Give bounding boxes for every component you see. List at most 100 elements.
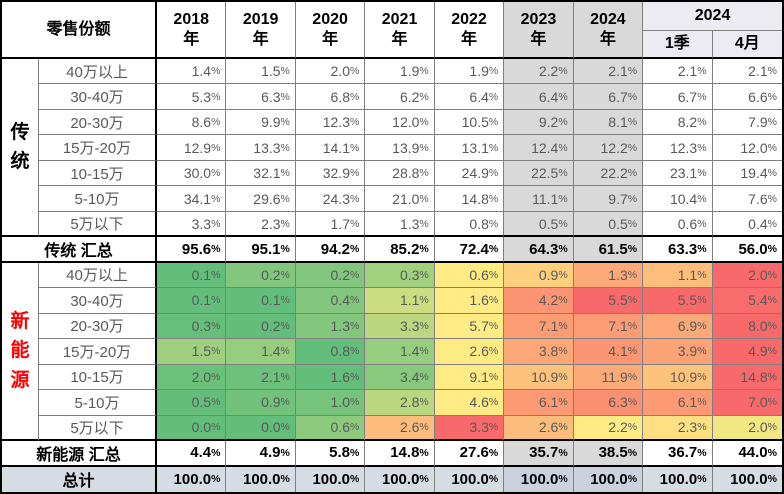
share-cell: 2.0% <box>157 364 227 391</box>
share-cell: 1.9% <box>365 59 435 85</box>
total-cell: 100.0% <box>226 466 296 492</box>
share-cell: 13.3% <box>226 135 296 161</box>
price-segment-label: 40万以上 <box>39 262 157 289</box>
share-cell: 5.3% <box>157 84 227 110</box>
share-cell: 5.5% <box>573 288 644 314</box>
share-cell: 2.6% <box>504 415 574 442</box>
share-cell: 1.1% <box>643 262 713 289</box>
share-cell: 9.7% <box>573 186 644 212</box>
share-cell: 7.9% <box>712 109 782 136</box>
share-cell: 0.3% <box>365 262 435 289</box>
share-cell: 9.2% <box>504 109 574 136</box>
share-cell: 29.6% <box>226 186 296 212</box>
summary-row-label: 传统 汇总 <box>2 237 157 263</box>
price-segment-label: 10-15万 <box>39 364 157 391</box>
share-cell: 1.9% <box>434 59 505 85</box>
column-header-year: 2024 年 <box>573 2 644 59</box>
share-cell: 6.4% <box>434 84 505 110</box>
column-header-year: 2018 年 <box>157 2 227 59</box>
share-cell: 5.7% <box>434 313 505 340</box>
share-cell: 0.9% <box>226 390 296 416</box>
share-cell: 0.1% <box>157 262 227 289</box>
share-cell: 7.0% <box>712 390 782 416</box>
share-cell: 0.1% <box>157 288 227 314</box>
summary-cell: 95.6% <box>157 237 227 263</box>
share-cell: 0.6% <box>643 211 713 238</box>
share-cell: 11.1% <box>504 186 574 212</box>
summary-cell: 44.0% <box>712 441 782 467</box>
share-cell: 3.9% <box>643 339 713 365</box>
share-cell: 32.1% <box>226 160 296 187</box>
share-cell: 2.0% <box>295 59 366 85</box>
share-cell: 0.4% <box>712 211 782 238</box>
share-cell: 0.2% <box>226 313 296 340</box>
share-cell: 14.8% <box>434 186 505 212</box>
summary-cell: 61.5% <box>573 237 644 263</box>
share-cell: 3.3% <box>434 415 505 442</box>
summary-cell: 35.7% <box>504 441 574 467</box>
share-cell: 14.1% <box>295 135 366 161</box>
share-cell: 3.4% <box>365 364 435 391</box>
share-cell: 6.1% <box>504 390 574 416</box>
column-header-year: 2022 年 <box>434 2 505 59</box>
share-cell: 7.1% <box>504 313 574 340</box>
share-cell: 1.4% <box>226 339 296 365</box>
total-cell: 100.0% <box>504 466 574 492</box>
share-cell: 0.0% <box>157 415 227 442</box>
price-segment-label: 40万以上 <box>39 59 157 85</box>
share-cell: 12.0% <box>365 109 435 136</box>
share-cell: 5.5% <box>643 288 713 314</box>
share-cell: 1.4% <box>365 339 435 365</box>
price-segment-label: 20-30万 <box>39 313 157 340</box>
table-title: 零售份额 <box>46 20 111 38</box>
share-cell: 0.4% <box>295 288 366 314</box>
share-cell: 19.4% <box>712 160 782 187</box>
price-segment-label: 5-10万 <box>39 390 157 416</box>
share-cell: 0.8% <box>434 211 505 238</box>
price-segment-label: 30-40万 <box>39 288 157 314</box>
summary-row-label: 新能源 汇总 <box>2 441 157 467</box>
share-cell: 5.4% <box>712 288 782 314</box>
total-cell: 100.0% <box>434 466 505 492</box>
share-cell: 2.3% <box>226 211 296 238</box>
column-subheader: 1季 <box>643 31 713 59</box>
share-cell: 1.3% <box>295 313 366 340</box>
share-cell: 24.3% <box>295 186 366 212</box>
share-cell: 0.2% <box>226 262 296 289</box>
share-cell: 4.1% <box>573 339 644 365</box>
share-cell: 11.9% <box>573 364 644 391</box>
total-row-label: 总计 <box>2 466 157 492</box>
share-cell: 34.1% <box>157 186 227 212</box>
share-cell: 30.0% <box>157 160 227 187</box>
share-cell: 0.1% <box>226 288 296 314</box>
share-cell: 1.5% <box>157 339 227 365</box>
price-segment-label: 15万-20万 <box>39 339 157 365</box>
share-cell: 10.9% <box>504 364 574 391</box>
share-cell: 4.2% <box>504 288 574 314</box>
share-cell: 6.7% <box>643 84 713 110</box>
price-segment-label: 20-30万 <box>39 109 157 136</box>
share-cell: 1.0% <box>295 390 366 416</box>
share-cell: 2.1% <box>226 364 296 391</box>
share-cell: 2.1% <box>643 59 713 85</box>
share-cell: 10.4% <box>643 186 713 212</box>
summary-cell: 4.9% <box>226 441 296 467</box>
total-cell: 100.0% <box>295 466 366 492</box>
share-cell: 22.2% <box>573 160 644 187</box>
share-cell: 2.1% <box>712 59 782 85</box>
summary-cell: 56.0% <box>712 237 782 263</box>
share-cell: 6.2% <box>365 84 435 110</box>
share-cell: 2.0% <box>712 262 782 289</box>
column-header-span: 2024 <box>643 2 782 31</box>
share-cell: 0.0% <box>226 415 296 442</box>
group-label-traditional: 传统 <box>2 59 39 238</box>
summary-cell: 36.7% <box>643 441 713 467</box>
share-cell: 9.9% <box>226 109 296 136</box>
price-segment-label: 15万-20万 <box>39 135 157 161</box>
share-cell: 13.9% <box>365 135 435 161</box>
share-cell: 0.9% <box>504 262 574 289</box>
summary-cell: 64.3% <box>504 237 574 263</box>
summary-cell: 85.2% <box>365 237 435 263</box>
share-cell: 0.2% <box>295 262 366 289</box>
